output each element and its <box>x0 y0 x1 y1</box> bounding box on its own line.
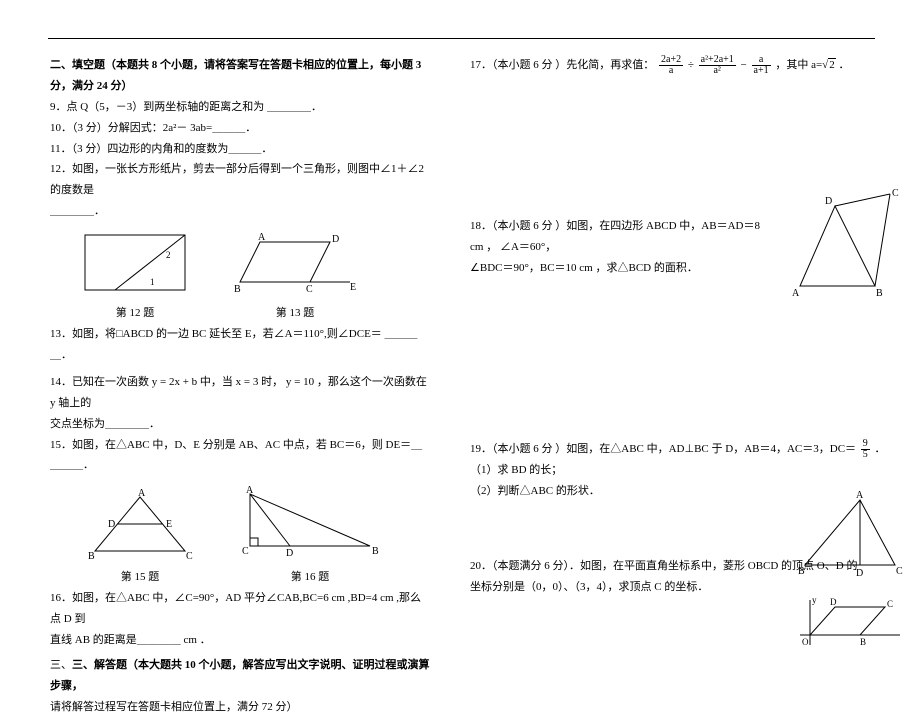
section3-heading-a: 三、三、解答题（本大题共 10 个小题，解答应写出文字说明、证明过程或演算步骤， <box>50 655 430 697</box>
q10: 10．（3 分）分解因式：2a²－ 3ab=＿＿＿． <box>50 118 430 139</box>
left-column: 二、填空题（本题共 8 个小题，请将答案写在答题卡相应的位置上，每小题 3 分，… <box>0 0 440 649</box>
fig20-svg: O B D C y <box>790 595 910 650</box>
q17: 17．（本小题 6 分 ）先化简，再求值： 2a+2a ÷ a²+2a+1a² … <box>470 55 890 76</box>
svg-text:A: A <box>792 288 800 299</box>
fig15-svg: A D E B C <box>80 489 200 564</box>
frac2: a²+2a+1a² <box>699 55 736 76</box>
q16: 16．如图，在△ABC 中，∠C=90°，AD 平分∠CAB,BC=6 cm ,… <box>50 588 430 630</box>
svg-text:E: E <box>350 282 356 293</box>
fig13-caption: 第 13 题 <box>220 304 370 320</box>
q17-text-c: ． <box>836 59 850 71</box>
frac1: 2a+2a <box>659 55 683 76</box>
svg-text:D: D <box>830 597 837 607</box>
svg-text:B: B <box>372 546 379 557</box>
q15: 15．如图，在△ABC 中，D、E 分别是 AB、AC 中点，若 BC＝6，则 … <box>50 435 430 477</box>
q16b: 直线 AB 的距离是＿＿＿＿ cm ． <box>50 630 430 651</box>
q18-block: 18．（本小题 6 分 ）如图，在四边形 ABCD 中，AB＝AD＝8 cm ，… <box>470 216 890 279</box>
sqrt2: 2 <box>822 55 836 76</box>
frac95: 95 <box>861 439 870 460</box>
fig16-caption: 第 16 题 <box>230 568 390 584</box>
q19-text-a: 19．（本小题 6 分 ）如图，在△ABC 中，AD⊥BC 于 D，AB＝4，A… <box>470 443 856 455</box>
svg-text:D: D <box>108 519 115 530</box>
q12: 12．如图，一张长方形纸片，剪去一部分后得到一个三角形，则图中∠1＋∠2 的度数… <box>50 159 430 201</box>
svg-text:C: C <box>892 188 899 199</box>
svg-text:B: B <box>234 284 241 295</box>
svg-text:C: C <box>896 566 903 577</box>
svg-text:D: D <box>825 196 832 207</box>
svg-text:C: C <box>186 551 193 562</box>
section3-heading-b: 请将解答过程写在答题卡相应位置上，满分 72 分） <box>50 697 430 718</box>
q13: 13．如图，将□ABCD 的一边 BC 延长至 E，若∠A＝110°,则∠DCE… <box>50 324 430 366</box>
right-column: 17．（本小题 6 分 ）先化简，再求值： 2a+2a ÷ a²+2a+1a² … <box>440 0 920 649</box>
svg-text:D: D <box>332 234 339 245</box>
svg-text:D: D <box>286 548 293 559</box>
svg-text:O: O <box>802 637 809 647</box>
fig15-cell: A D E B C 第 15 题 <box>80 489 200 584</box>
section2-heading-b: 分，满分 24 分） <box>50 76 430 97</box>
svg-text:2: 2 <box>166 250 171 260</box>
q17-text-a: 17．（本小题 6 分 ）先化简，再求值： <box>470 59 654 71</box>
page: 二、填空题（本题共 8 个小题，请将答案写在答题卡相应的位置上，每小题 3 分，… <box>0 0 920 649</box>
q11: 11．（3 分）四边形的内角和的度数为＿＿＿． <box>50 139 430 160</box>
svg-text:A: A <box>138 489 146 499</box>
q17-text-b: ，其中 a= <box>775 59 822 71</box>
svg-text:A: A <box>246 485 254 496</box>
fig12-svg: 2 1 <box>80 230 190 300</box>
fig18-svg: A B D C <box>780 186 910 301</box>
fig16-svg: A C D B <box>230 484 390 564</box>
fig19-svg: A B D C <box>790 490 910 580</box>
q19a: 19．（本小题 6 分 ）如图，在△ABC 中，AD⊥BC 于 D，AB＝4，A… <box>470 439 890 460</box>
fig15-caption: 第 15 题 <box>80 568 200 584</box>
svg-text:y: y <box>812 595 817 605</box>
svg-text:E: E <box>166 519 172 530</box>
svg-text:B: B <box>876 288 883 299</box>
q19-text-a2: ． <box>875 443 886 455</box>
fig13-cell: A D B C E 第 13 题 <box>220 230 370 320</box>
q12b: ＿＿＿＿． <box>50 201 430 222</box>
fig-row-12-13: 2 1 第 12 题 A D B C E 第 13 题 <box>50 230 430 320</box>
svg-text:C: C <box>887 599 893 609</box>
svg-text:C: C <box>242 546 249 557</box>
svg-text:B: B <box>88 551 95 562</box>
fig12-caption: 第 12 题 <box>80 304 190 320</box>
svg-text:1: 1 <box>150 277 155 287</box>
fig16-cell: A C D B 第 16 题 <box>230 484 390 584</box>
q19b: （1）求 BD 的长； <box>470 460 890 481</box>
fig13-svg: A D B C E <box>220 230 370 300</box>
frac3: aa+1 <box>752 55 771 76</box>
svg-text:D: D <box>856 568 863 579</box>
q9: 9．点 Q（5，－3）到两坐标轴的距离之和为 ＿＿＿＿． <box>50 97 430 118</box>
svg-text:A: A <box>856 490 864 501</box>
section3-heading-a-text: 三、解答题（本大题共 10 个小题，解答应写出文字说明、证明过程或演算步骤， <box>50 659 430 692</box>
svg-text:B: B <box>798 566 805 577</box>
svg-text:A: A <box>258 232 266 243</box>
svg-text:C: C <box>306 284 313 295</box>
section2-heading-a: 二、填空题（本题共 8 个小题，请将答案写在答题卡相应的位置上，每小题 3 <box>50 55 430 76</box>
q14: 14．已知在一次函数 y = 2x + b 中，当 x = 3 时， y = 1… <box>50 372 430 414</box>
q18a: 18．（本小题 6 分 ）如图，在四边形 ABCD 中，AB＝AD＝8 cm ，… <box>470 216 760 258</box>
fig-row-15-16: A D E B C 第 15 题 A C D B 第 16 <box>50 484 430 584</box>
svg-text:B: B <box>860 637 866 647</box>
fig12-cell: 2 1 第 12 题 <box>80 230 190 320</box>
q14b: 交点坐标为＿＿＿＿． <box>50 414 430 435</box>
